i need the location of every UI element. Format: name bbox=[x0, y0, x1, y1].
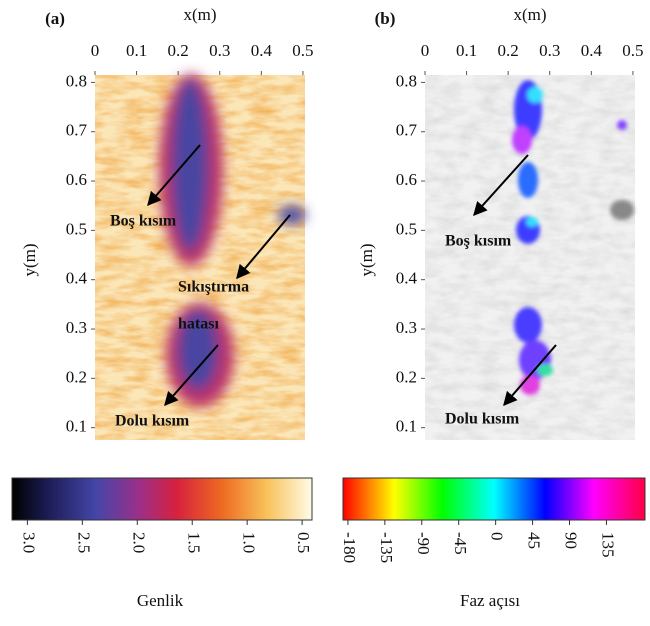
y-tick-label: 0.6 bbox=[396, 170, 417, 189]
x-tick-label: 0.1 bbox=[126, 41, 147, 60]
y-tick-label: 0.8 bbox=[66, 71, 87, 90]
colorbar-tick-label: 0 bbox=[488, 532, 507, 541]
colorbar-tick-label: 2.0 bbox=[129, 532, 148, 553]
x-tick-label: 0 bbox=[91, 41, 100, 60]
x-tick-label: 0.2 bbox=[168, 41, 189, 60]
y-tick-label: 0.7 bbox=[66, 121, 88, 140]
x-tick-label: 0.5 bbox=[292, 41, 313, 60]
colorbar-tick-label: -180 bbox=[340, 532, 359, 563]
colorbar-tick-label: -45 bbox=[451, 532, 470, 555]
annotation: Dolu kısım bbox=[115, 413, 190, 430]
colorbar-b bbox=[342, 477, 646, 521]
colorbar-tick-label: -135 bbox=[377, 532, 396, 563]
x-tick-label: 0.3 bbox=[539, 41, 560, 60]
colorbar-tick-label: 90 bbox=[562, 532, 581, 549]
y-tick-label: 0.5 bbox=[66, 219, 87, 238]
y-tick-label: 0.2 bbox=[66, 367, 87, 386]
y-axis-label: y(m) bbox=[20, 243, 39, 276]
panel-label: (b) bbox=[375, 9, 396, 28]
x-tick-label: 0 bbox=[421, 41, 430, 60]
colorbar-label: Genlik bbox=[137, 591, 184, 610]
heatmap-a bbox=[95, 74, 306, 440]
x-tick-label: 0.1 bbox=[456, 41, 477, 60]
colorbar-tick-label: 135 bbox=[599, 532, 618, 558]
panel-label: (a) bbox=[45, 9, 65, 28]
x-axis-label: x(m) bbox=[513, 5, 546, 24]
y-tick-label: 0.3 bbox=[396, 318, 417, 337]
colorbar-tick-label: 2.5 bbox=[74, 532, 93, 553]
colorbar-a bbox=[11, 477, 313, 521]
y-tick-label: 0.6 bbox=[66, 170, 87, 189]
colorbar-tick-label: 3.0 bbox=[19, 532, 38, 553]
annotation: Boş kısım bbox=[445, 233, 512, 250]
y-tick-label: 0.1 bbox=[66, 417, 87, 436]
x-tick-label: 0.2 bbox=[498, 41, 519, 60]
x-tick-label: 0.4 bbox=[251, 41, 273, 60]
colorbar-tick-label: 1.5 bbox=[184, 532, 203, 553]
colorbar-tick-label: 1.0 bbox=[239, 532, 258, 553]
colorbar-tick-label: 45 bbox=[525, 532, 544, 549]
y-tick-label: 0.4 bbox=[66, 269, 88, 288]
y-axis-label: y(m) bbox=[357, 243, 376, 276]
colorbar-label: Faz açısı bbox=[460, 591, 520, 610]
arrows bbox=[147, 144, 557, 407]
y-tick-label: 0.7 bbox=[396, 121, 418, 140]
y-tick-label: 0.3 bbox=[66, 318, 87, 337]
annotation: Dolu kısım bbox=[445, 411, 520, 428]
colorbar-tick-label: 0.5 bbox=[294, 532, 313, 553]
y-tick-label: 0.1 bbox=[396, 417, 417, 436]
annotation: hatası bbox=[178, 316, 219, 333]
x-axis-label: x(m) bbox=[183, 5, 216, 24]
annotation: Boş kısım bbox=[110, 213, 177, 230]
y-tick-label: 0.4 bbox=[396, 269, 418, 288]
x-tick-label: 0.5 bbox=[622, 41, 643, 60]
heatmap-b bbox=[425, 75, 635, 440]
colorbar-tick-label: -90 bbox=[414, 532, 433, 555]
annotation: Sıkıştırma bbox=[178, 279, 249, 296]
x-tick-label: 0.3 bbox=[209, 41, 230, 60]
y-tick-label: 0.5 bbox=[396, 219, 417, 238]
x-tick-label: 0.4 bbox=[581, 41, 603, 60]
y-tick-label: 0.8 bbox=[396, 71, 417, 90]
y-tick-label: 0.2 bbox=[396, 367, 417, 386]
